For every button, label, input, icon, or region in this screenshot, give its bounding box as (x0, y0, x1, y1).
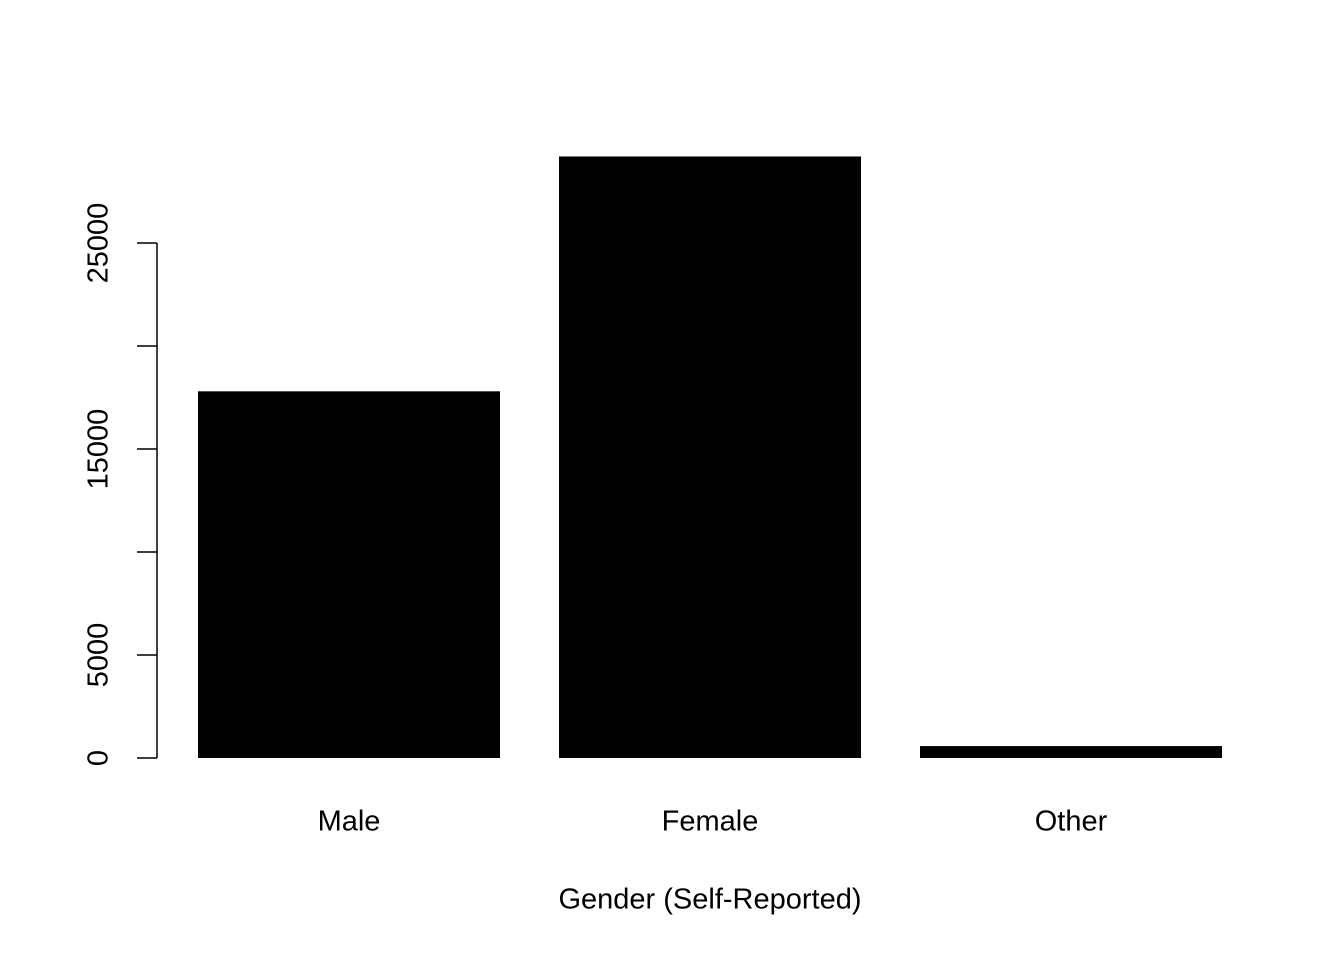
bar (559, 156, 861, 759)
x-axis-label: Gender (Self-Reported) (558, 884, 861, 916)
y-tick-label: 0 (83, 750, 115, 766)
x-tick-label: Female (662, 806, 759, 838)
bar (198, 391, 500, 758)
y-tick-label: 15000 (83, 409, 115, 490)
y-tick-label: 25000 (83, 203, 115, 284)
x-tick-label: Other (1035, 806, 1108, 838)
x-tick-label: Male (318, 806, 381, 838)
bar (920, 746, 1222, 758)
y-tick-label: 5000 (83, 623, 115, 688)
